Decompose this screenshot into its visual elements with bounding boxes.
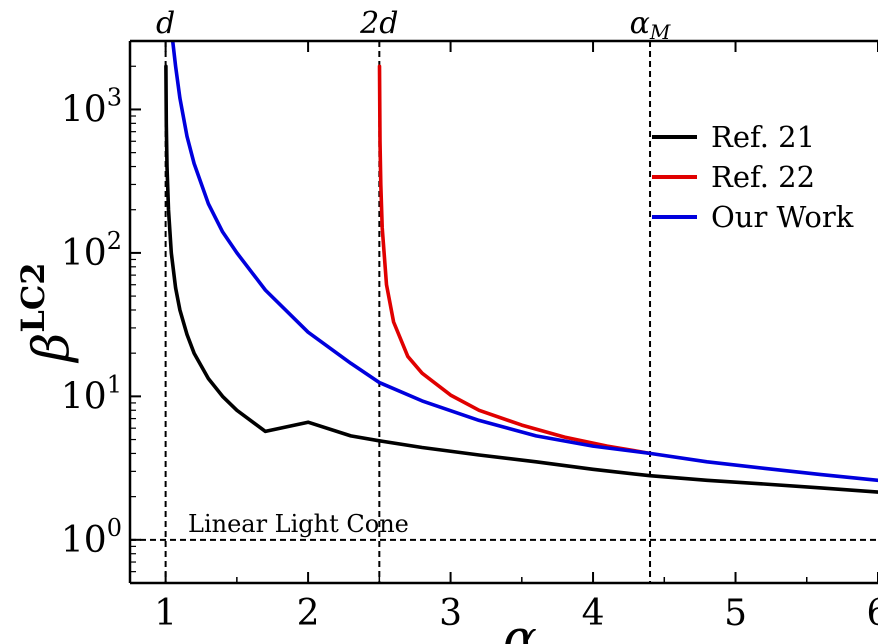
hline-label-0: Linear Light Cone	[188, 510, 409, 538]
legend-label-0: Ref. 21	[711, 120, 815, 154]
x-tick-label-0: 1	[154, 593, 177, 634]
y-tick-label-3: 103	[61, 83, 122, 130]
y-axis-label-sup: LC2	[14, 262, 52, 332]
series-layer	[164, 41, 878, 494]
series-line-0	[164, 64, 878, 494]
x-tick-label-4: 5	[724, 593, 747, 634]
x-tick-label-3: 4	[582, 593, 605, 634]
y-tick-label-1: 101	[61, 370, 122, 417]
x-tick-label-1: 2	[297, 593, 320, 634]
plot-background	[130, 41, 878, 583]
y-axis-label: βLC2	[14, 262, 80, 363]
y-tick-label-0: 100	[61, 514, 122, 561]
ticks-layer	[130, 40, 878, 584]
x-axis-label: α	[503, 609, 537, 644]
x-tick-label-5: 6	[867, 593, 878, 634]
y-tick-label-2: 102	[61, 227, 122, 274]
legend-label-2: Our Work	[711, 200, 854, 234]
vline-label-2: αM	[630, 6, 671, 44]
legend: Ref. 21 Ref. 22 Our Work	[652, 120, 854, 234]
series-line-1	[377, 64, 652, 456]
svg-text:βLC2: βLC2	[14, 262, 80, 363]
legend-label-1: Ref. 22	[711, 160, 815, 194]
x-tick-label-2: 3	[439, 593, 462, 634]
vline-label-1: 2d	[359, 6, 398, 41]
series-line-2	[170, 41, 878, 483]
y-axis-label-base: β	[22, 333, 80, 364]
labels-layer: 1 2 3 4 5 6 100 101 102 103 d 2d αM Linear Light Cone	[61, 6, 878, 634]
vline-label-0: d	[156, 6, 175, 41]
